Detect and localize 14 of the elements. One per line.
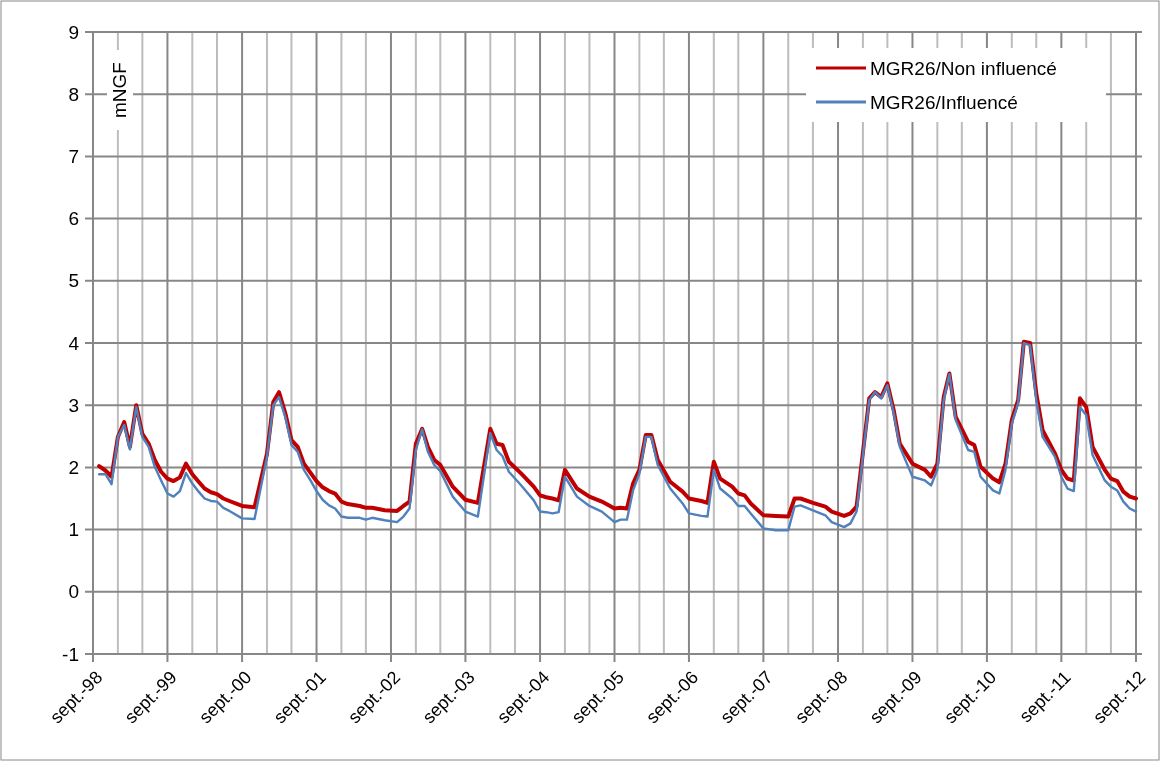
y-tick-label: 7 [68,146,79,168]
y-tick-label: 6 [68,208,79,230]
y-tick-label: 4 [68,332,80,354]
y-tick-label: 0 [68,581,79,603]
y-tick-label: 1 [68,519,79,541]
y-tick-label: 8 [68,83,79,105]
y-tick-label: 2 [68,457,79,479]
y-axis-title: mNGF [109,62,130,118]
legend-label: MGR26/Influencé [870,91,1018,113]
y-tick-label: 5 [68,270,79,292]
y-tick-label: 9 [68,21,79,43]
y-tick-label: -1 [62,643,79,665]
legend-label: MGR26/Non influencé [870,57,1057,79]
y-tick-label: 3 [68,394,79,416]
